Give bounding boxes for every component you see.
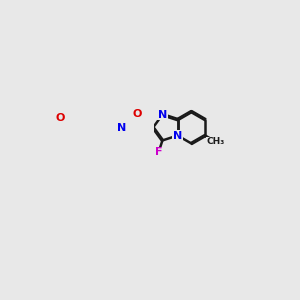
Text: N: N bbox=[158, 110, 167, 120]
Text: N: N bbox=[117, 122, 126, 133]
Text: O: O bbox=[56, 113, 65, 123]
Text: O: O bbox=[132, 109, 142, 119]
Text: F: F bbox=[155, 147, 162, 157]
Text: CH₃: CH₃ bbox=[206, 137, 225, 146]
Text: N: N bbox=[173, 130, 182, 140]
